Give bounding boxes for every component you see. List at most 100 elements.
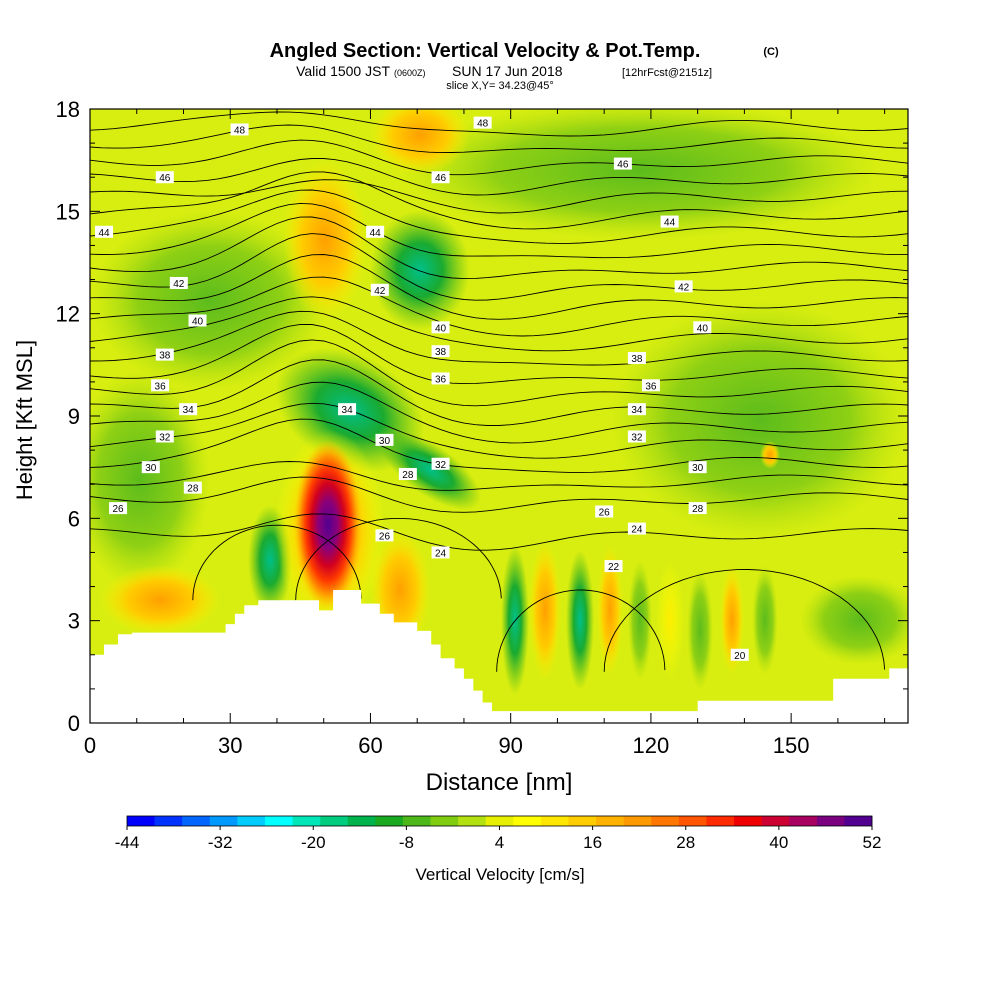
contour-label: 20 — [730, 648, 749, 662]
contour-label-text: 36 — [645, 381, 657, 392]
contour-label-box — [473, 116, 492, 129]
contour-label-box — [674, 280, 693, 293]
field-orange-upper — [283, 160, 367, 320]
contour-label-box — [627, 352, 646, 365]
colorbar-swatch — [844, 816, 873, 826]
contour-label-text: 32 — [159, 432, 171, 443]
valid-zone: (0600Z) — [394, 68, 426, 78]
isentrope-line — [90, 111, 908, 137]
contour-label-text: 36 — [155, 381, 167, 392]
field-yellow-right-small — [760, 441, 780, 469]
contour-label-box — [338, 403, 357, 416]
contour-label-box — [183, 481, 202, 494]
field-green-band-upper-left — [90, 210, 330, 390]
colorbar-tick-label: -32 — [208, 833, 233, 852]
contour-label-box — [155, 430, 174, 443]
isentrope-line — [90, 513, 908, 551]
colorbar-tick-label: 40 — [769, 833, 788, 852]
field-wave-orange-4 — [720, 565, 744, 675]
contour-label: 42 — [169, 276, 188, 290]
contour-label-text: 26 — [112, 504, 124, 515]
isentrope-line — [90, 461, 908, 491]
contour-label-text: 30 — [379, 436, 391, 447]
field-wave-green-4 — [687, 570, 713, 690]
colorbar-swatch — [209, 816, 238, 826]
contour-label: 34 — [338, 403, 357, 416]
colorbar-swatch — [623, 816, 652, 826]
contour-label: 42 — [674, 280, 693, 293]
y-tick-label: 18 — [56, 97, 80, 122]
contour-label-text: 40 — [192, 316, 204, 327]
contour-label-text: 28 — [692, 504, 704, 515]
isentrope-line — [90, 171, 908, 230]
contour-label-box — [730, 648, 749, 661]
field-wave-orange-1 — [529, 540, 561, 680]
colorbar-swatch — [320, 816, 349, 826]
contour-label: 40 — [188, 314, 207, 327]
isentrope-line — [90, 339, 908, 407]
x-tick-label: 30 — [218, 733, 242, 758]
contour-label-text: 44 — [98, 228, 110, 239]
contour-label-box — [641, 379, 660, 392]
contour-label-box — [604, 560, 623, 573]
contour-label: 46 — [431, 171, 450, 184]
contour-label: 32 — [155, 430, 174, 443]
field-green-band-right — [610, 300, 908, 540]
contour-label-box — [95, 225, 114, 238]
x-tick-label: 90 — [498, 733, 522, 758]
contour-label-box — [431, 171, 450, 184]
chart-title-tag: (C) — [763, 46, 779, 58]
contour-label-text: 36 — [435, 374, 447, 385]
x-axis: 0 30 60 90 120 150 — [84, 109, 886, 758]
contour-label-text: 46 — [617, 160, 629, 171]
contour-label: 36 — [151, 379, 170, 392]
colorbar-swatch — [540, 816, 569, 826]
contour-label-text: 32 — [631, 432, 643, 443]
field-wave-orange-2 — [597, 545, 623, 675]
contour-label-text: 38 — [159, 351, 171, 362]
x-tick-label: 120 — [633, 733, 670, 758]
contour-label-box — [431, 546, 450, 559]
isentrope-line — [90, 139, 908, 176]
y-tick-label: 0 — [68, 711, 80, 736]
colorbar-swatch — [706, 816, 735, 826]
isentrope-line — [90, 402, 908, 459]
contour-label-text: 22 — [608, 562, 620, 573]
contour-label: 36 — [431, 372, 450, 385]
isentrope-line — [90, 276, 908, 337]
contour-label: 36 — [641, 379, 660, 392]
field-green-upper-mid — [370, 210, 470, 330]
contour-label-text: 30 — [692, 463, 704, 474]
contour-label-box — [109, 502, 128, 515]
contour-labels: 48 48 46 46 46 44 44 44 42 42 42 40 40 40 38 38 38 36 36 36… — [95, 116, 749, 662]
contour-label: 40 — [431, 321, 450, 334]
field-wave-green-3 — [628, 560, 652, 680]
colorbar: -44 -32 -20 -8 4 16 28 40 52 — [115, 815, 881, 852]
contour-label-box — [627, 403, 646, 416]
isentrope-line — [90, 189, 908, 244]
contour-label-text: 26 — [599, 508, 611, 519]
colorbar-swatch — [596, 816, 624, 826]
chart-title: Angled Section: Vertical Velocity & Pot.… — [270, 40, 701, 62]
colorbar-swatch — [761, 816, 790, 826]
valid-date: SUN 17 Jun 2018 — [452, 63, 563, 79]
field-updraft-core — [294, 440, 362, 610]
isentrope-line — [90, 179, 908, 214]
contour-label-text: 34 — [342, 405, 354, 416]
contour-label-text: 48 — [477, 119, 489, 130]
contour-label: 30 — [688, 461, 707, 474]
contour-label-box — [230, 123, 249, 136]
contour-label-text: 48 — [234, 125, 246, 136]
colorbar-swatch — [292, 816, 321, 826]
isentrope-line — [90, 158, 908, 196]
isentrope-line — [192, 524, 362, 601]
y-axis-label: Height [Kft MSL] — [12, 340, 37, 500]
colorbar-swatch — [182, 816, 211, 826]
contour-label: 30 — [375, 433, 394, 447]
contour-label-box — [375, 433, 394, 446]
contour-label: 30 — [141, 461, 160, 474]
contour-label-box — [169, 276, 188, 289]
isentrope-line — [90, 476, 908, 513]
field-green-lower-right — [800, 575, 908, 665]
